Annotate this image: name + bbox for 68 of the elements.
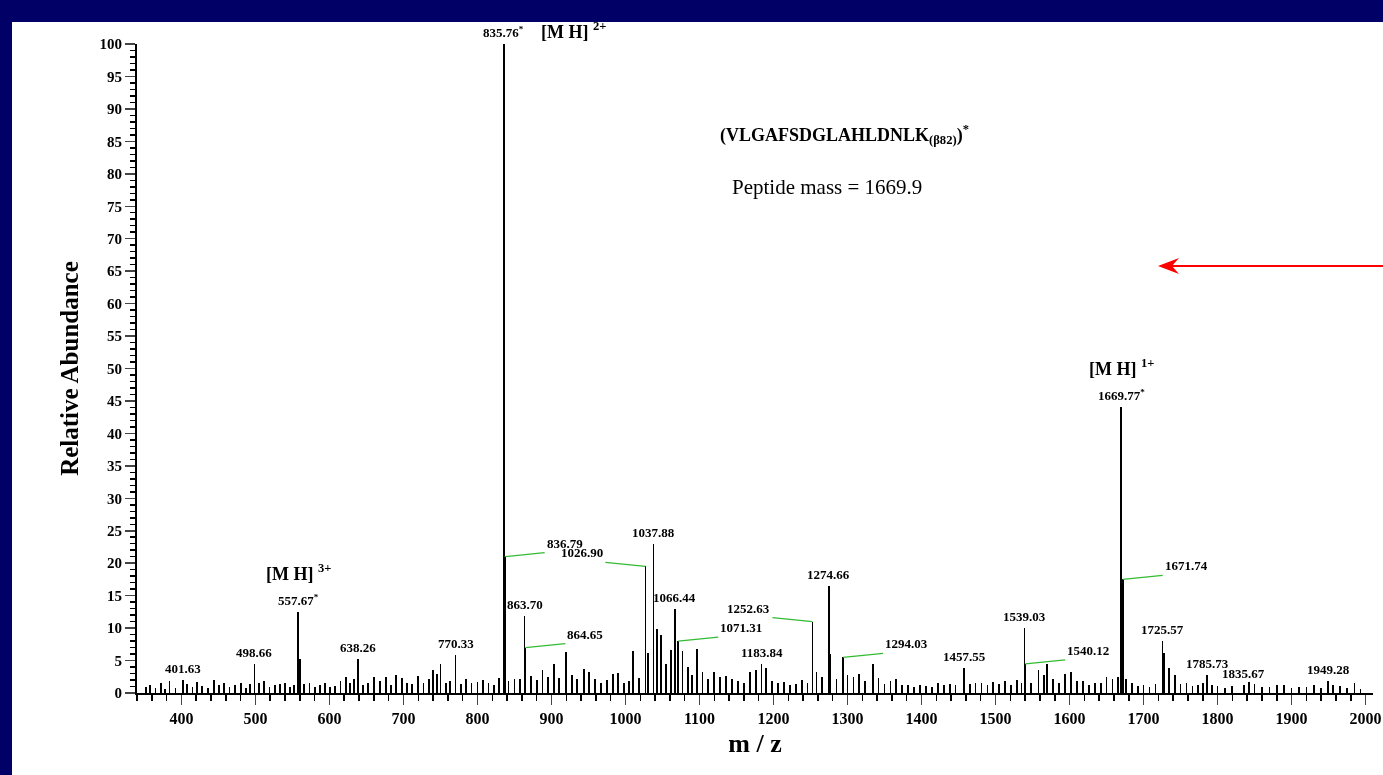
- annotation: 1669.77$^{*}$: [1098, 387, 1146, 404]
- y-tick-label: 40: [107, 425, 122, 442]
- y-tick-label: 35: [107, 458, 122, 475]
- y-tick-label: 50: [107, 360, 122, 377]
- x-tick-label: 400: [169, 710, 194, 728]
- annotation: [M H] $^{3+}$: [266, 561, 332, 584]
- y-tick-label: 5: [114, 652, 122, 669]
- x-tick-label: 900: [539, 710, 564, 728]
- annotation: 770.33: [438, 636, 475, 651]
- x-tick-label: 1000: [609, 710, 642, 728]
- x-tick-label: 500: [243, 710, 268, 728]
- annotation: 1294.03: [885, 636, 928, 651]
- annotation: 864.65: [567, 627, 604, 642]
- annotation: 638.26: [340, 640, 377, 655]
- y-tick-label: 90: [107, 101, 122, 118]
- annotation: 1252.63: [727, 601, 770, 616]
- x-tick-label: 1700: [1127, 710, 1160, 728]
- annotation: 1671.74: [1165, 558, 1208, 573]
- y-tick-label: 30: [107, 490, 122, 507]
- annotation: (VLGAFSDGLAHLDNLK$_{(β82)}$)$^{*}$: [720, 122, 969, 148]
- annotation: 1037.88: [632, 525, 675, 540]
- y-tick-label: 55: [107, 328, 122, 345]
- annotation: 557.67$^{*}$: [278, 592, 319, 609]
- x-tick-label: 1500: [979, 710, 1012, 728]
- annotation: 401.63: [165, 661, 202, 676]
- x-tick-label: 1900: [1275, 710, 1308, 728]
- x-tick-label: 700: [391, 710, 416, 728]
- annotation: 1066.44: [653, 590, 696, 605]
- y-tick-label: 15: [107, 587, 122, 604]
- x-tick-label: 2000: [1349, 710, 1382, 728]
- annotation: 835.76$^{*}$: [483, 24, 524, 41]
- annotation: 1457.55: [943, 649, 986, 664]
- y-tick-label: 95: [107, 68, 122, 85]
- annotation: 498.66: [236, 645, 273, 660]
- y-tick-label: 70: [107, 230, 122, 247]
- y-tick-label: 45: [107, 393, 122, 410]
- x-tick-label: 1300: [831, 710, 864, 728]
- annotation: 1539.03: [1003, 609, 1046, 624]
- x-tick-label: 1100: [683, 710, 716, 728]
- x-tick-label: 600: [317, 710, 342, 728]
- y-tick-label: 60: [107, 295, 122, 312]
- y-tick-label: 100: [99, 36, 122, 53]
- x-tick-label: 1800: [1201, 710, 1234, 728]
- x-tick-label: 1400: [905, 710, 938, 728]
- y-tick-label: 20: [107, 555, 122, 572]
- annotation: 1949.28: [1307, 662, 1350, 677]
- x-tick-label: 1600: [1053, 710, 1086, 728]
- annotation: 1071.31: [720, 620, 763, 635]
- x-tick-label: 800: [465, 710, 490, 728]
- y-tick-label: 0: [114, 685, 122, 702]
- y-tick-label: 25: [107, 523, 122, 539]
- y-axis-title: Relative Abundance: [55, 261, 83, 476]
- y-tick-label: 80: [107, 166, 122, 183]
- y-tick-label: 65: [107, 263, 122, 280]
- annotation: 1540.12: [1067, 643, 1110, 658]
- y-tick-label: 75: [107, 198, 122, 215]
- y-tick-label: 10: [107, 620, 122, 637]
- annotation: 1183.84: [741, 645, 784, 660]
- annotation: 1725.57: [1141, 622, 1184, 637]
- text: [M H] $^{2+}$: [541, 19, 607, 42]
- y-tick-label: 85: [107, 133, 122, 150]
- annotation: 1785.73: [1186, 656, 1229, 671]
- x-axis-title: m / z: [728, 729, 782, 759]
- annotation: 1274.66: [807, 567, 850, 582]
- x-tick-label: 1200: [757, 710, 790, 728]
- annotation: 863.70: [507, 597, 543, 612]
- annotation: Peptide mass = 1669.9: [732, 175, 923, 199]
- annotation: [M H] $^{1+}$: [1089, 356, 1155, 379]
